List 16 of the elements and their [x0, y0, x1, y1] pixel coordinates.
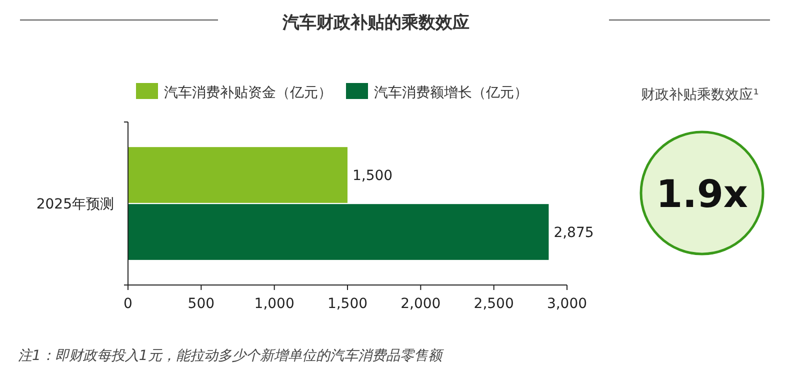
legend-label: 汽车消费额增长（亿元） — [374, 85, 528, 101]
x-tick-label: 2,500 — [474, 296, 514, 312]
text: 注1：即财政每投入1元，能拉动多少个新增单位的汽车消费品零售额 — [18, 348, 444, 364]
x-tick-label: 1,000 — [254, 296, 294, 312]
x-tick-label: 2,000 — [400, 296, 441, 312]
x-tick-label: 3,000 — [546, 296, 588, 312]
data-label: 1,500 — [352, 168, 393, 184]
x-tick-label: 0 — [124, 296, 132, 312]
text: 财政补贴乘数效应¹ — [641, 87, 759, 103]
legend-label: 汽车消费补贴资金（亿元） — [164, 85, 332, 101]
x-tick-label: 500 — [188, 296, 215, 312]
text: 1.9x — [656, 172, 748, 216]
chart-title: 汽车财政补贴的乘数效应 — [282, 13, 470, 33]
y-tick-label: 2025年预测 — [36, 196, 114, 212]
x-tick-label: 1,500 — [327, 296, 368, 312]
data-label: 2,875 — [554, 224, 594, 241]
